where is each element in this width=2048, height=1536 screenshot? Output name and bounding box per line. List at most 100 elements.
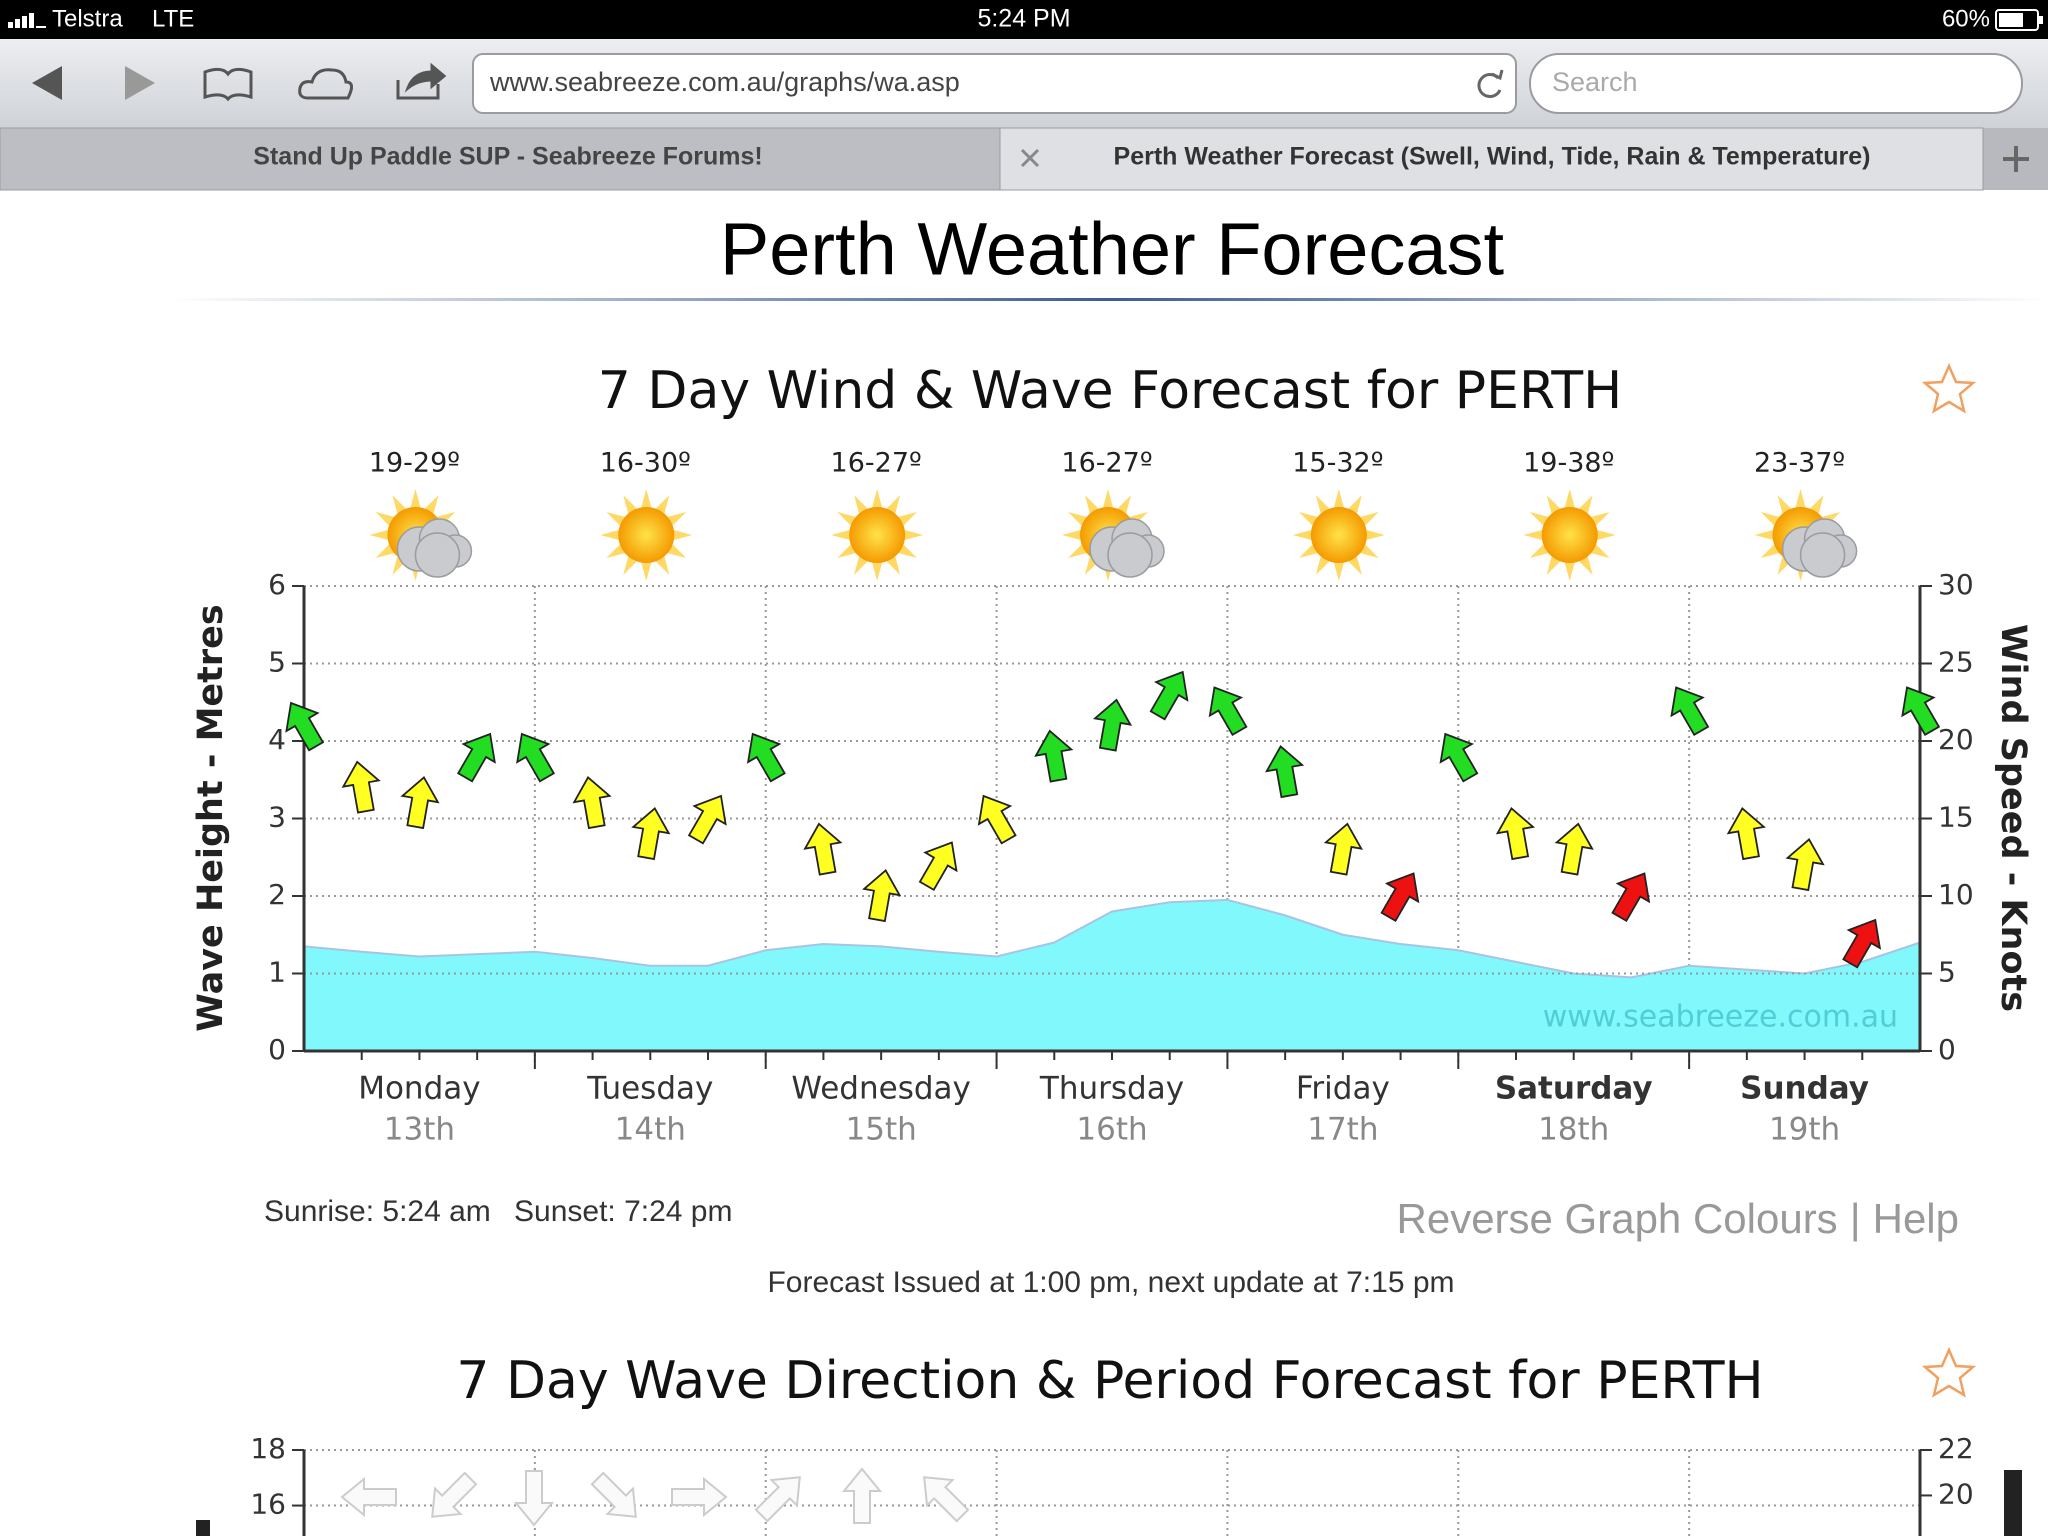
y-tick-label: 4: [268, 723, 286, 756]
x-tick-label: Wednesday: [791, 1071, 970, 1107]
sun-ray: [606, 512, 625, 526]
sun-ray: [837, 544, 856, 558]
sun-ray: [1102, 489, 1114, 508]
address-bar[interactable]: [472, 53, 1517, 114]
favourite-star[interactable]: [1921, 1346, 1977, 1398]
icloud-button[interactable]: [298, 68, 353, 100]
sun-ray: [375, 512, 395, 526]
title-rule: [170, 298, 2048, 301]
sun-ray: [872, 489, 883, 508]
sun-ray: [673, 529, 693, 541]
wind-arrow: [1726, 806, 1766, 861]
bookmarks-button[interactable]: [203, 67, 253, 102]
sun-ray: [1777, 495, 1792, 514]
direction-arrow: [923, 1476, 970, 1523]
share-button[interactable]: [396, 62, 447, 100]
sun-ray: [1754, 529, 1774, 541]
sun-ray: [667, 544, 687, 558]
search-field[interactable]: [1529, 53, 2023, 114]
sun-ray: [1299, 544, 1318, 558]
x-tick-label: Friday: [1296, 1071, 1390, 1107]
wind-arrow: [1785, 837, 1825, 892]
sun-ray: [667, 512, 687, 526]
direction-arrow: [513, 1470, 555, 1527]
link-separator: |: [1850, 1195, 1861, 1242]
temperature: 16-27º: [831, 448, 922, 479]
wind-arrow: [572, 775, 612, 830]
y-tick-label: 6: [268, 568, 286, 601]
sun-ray: [1068, 512, 1087, 526]
sun-ray: [600, 529, 619, 541]
wind-arrow: [1265, 744, 1305, 799]
y2-label-stub: [2004, 1470, 2022, 1536]
x-date-label: 14th: [615, 1112, 686, 1148]
sun-ray: [1360, 544, 1379, 558]
direction-arrow: [754, 1476, 801, 1523]
tab[interactable]: [0, 127, 1001, 191]
sun-ray: [1348, 495, 1362, 514]
y-tick-label: 0: [268, 1033, 286, 1066]
sun-ray: [1591, 544, 1610, 558]
chart-title: 7 Day Wave Direction & Period Forecast f…: [456, 1351, 1763, 1411]
direction-arrow: [590, 1471, 637, 1518]
sun-ray: [1579, 495, 1593, 514]
sun-ray: [1597, 529, 1616, 541]
reload-button[interactable]: [1477, 69, 1504, 98]
sun-ray: [1292, 529, 1312, 541]
cloud: [414, 532, 461, 578]
temperature: 16-27º: [1061, 448, 1152, 479]
wave-area-fill: [304, 899, 1920, 1051]
temperature: 19-38º: [1523, 448, 1614, 479]
y-tick-label: 5: [268, 646, 286, 679]
wind-arrow: [1323, 822, 1363, 876]
weather-icon: [1062, 489, 1165, 581]
wave-direction-chart: 7 Day Wave Direction & Period Forecast f…: [196, 1351, 2022, 1536]
sun-ray: [1760, 544, 1780, 558]
x-date-label: 15th: [846, 1112, 917, 1148]
network: LTE: [152, 5, 194, 32]
sun: [849, 507, 906, 563]
sun-ray: [424, 495, 439, 514]
x-date-label: 18th: [1538, 1112, 1609, 1148]
back-button[interactable]: [32, 66, 62, 100]
y-axis-label: Wave Height - Metres: [191, 604, 231, 1031]
wind-arrow: [400, 775, 440, 830]
wind-arrow: [803, 822, 843, 876]
sun-ray: [1564, 489, 1575, 508]
y2-tick-label: 22: [1938, 1432, 1974, 1465]
help-link[interactable]: Help: [1873, 1195, 1959, 1242]
sun-ray: [1299, 512, 1318, 526]
x-date-label: 16th: [1076, 1112, 1147, 1148]
sun-ray: [1579, 556, 1593, 575]
y2-tick-label: 25: [1938, 646, 1974, 679]
wind-arrow: [862, 868, 902, 923]
sun-ray: [1564, 562, 1575, 581]
tab-title: Stand Up Paddle SUP - Seabreeze Forums!: [253, 143, 762, 171]
wind-arrow: [746, 732, 786, 783]
forward-button[interactable]: [125, 66, 155, 100]
wind-arrow: [1554, 822, 1594, 876]
tab-close[interactable]: [1020, 148, 1040, 168]
sun-ray: [410, 489, 421, 508]
wind-arrow: [1670, 686, 1710, 737]
sun: [1541, 507, 1598, 563]
battery-icon: [1995, 9, 2043, 31]
weather-icon: [1523, 489, 1616, 581]
direction-arrow: [841, 1467, 883, 1524]
favourite-star[interactable]: [1921, 362, 1977, 414]
sun-ray: [1062, 529, 1081, 541]
sun-ray: [854, 556, 868, 575]
y-tick-label: 3: [268, 801, 286, 834]
x-tick-label: Tuesday: [586, 1071, 713, 1107]
active-tab[interactable]: [999, 127, 1984, 191]
wind-arrow: [456, 732, 496, 783]
sun-ray: [1085, 495, 1099, 514]
weather-icon: [600, 489, 693, 581]
sun-ray: [1117, 495, 1131, 514]
reverse-colours-link[interactable]: Reverse Graph Colours: [1397, 1195, 1838, 1242]
y2-tick-label: 30: [1938, 568, 1974, 601]
watermark: www.seabreeze.com.au: [1543, 1000, 1898, 1035]
new-tab[interactable]: [2003, 146, 2029, 172]
wind-arrow: [1901, 686, 1941, 737]
